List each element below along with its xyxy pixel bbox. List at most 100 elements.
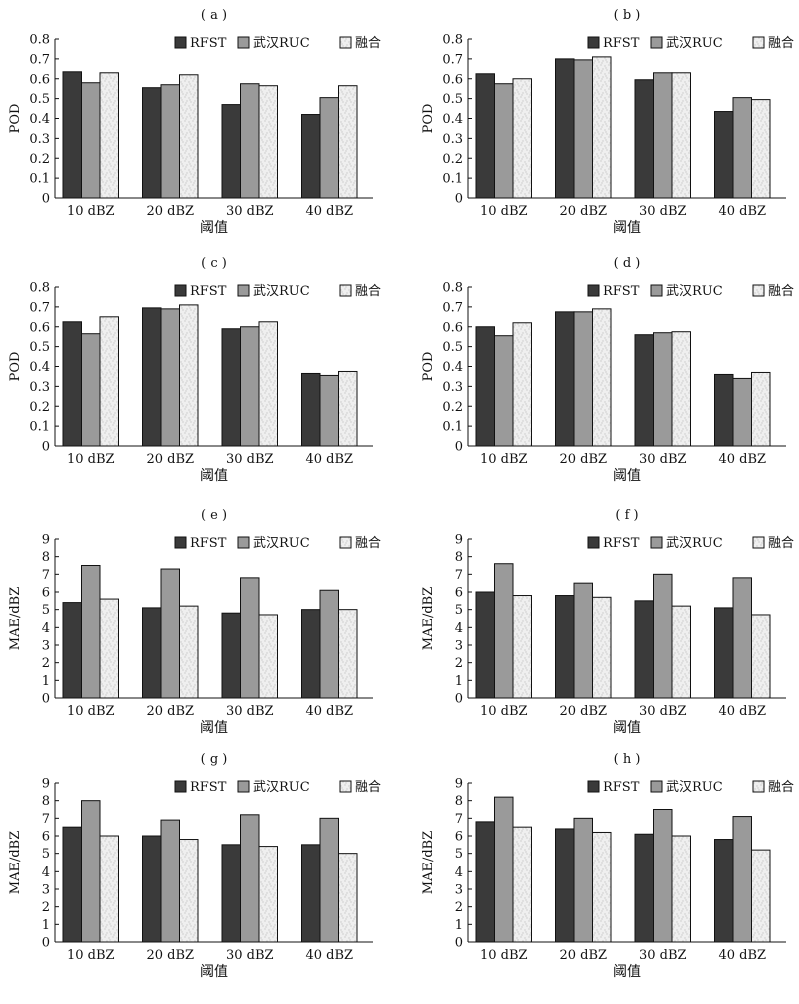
bar-fusion bbox=[258, 846, 278, 943]
y-tick-label: 0.1 bbox=[442, 420, 463, 435]
bar-rfst bbox=[475, 821, 495, 943]
y-tick-label: 0.4 bbox=[29, 360, 50, 375]
bar-rfst bbox=[301, 609, 321, 699]
x-tick-label: 40 dBZ bbox=[718, 948, 766, 963]
y-tick-label: 0.2 bbox=[442, 152, 463, 167]
y-axis-label: MAE/dBZ bbox=[8, 831, 23, 894]
y-tick-label: 0 bbox=[42, 936, 50, 951]
legend-label: 武汉RUC bbox=[666, 36, 723, 51]
bar-ruc bbox=[160, 568, 180, 699]
bar-rfst bbox=[142, 607, 162, 699]
y-tick-label: 1 bbox=[455, 674, 463, 689]
y-tick-label: 0.7 bbox=[29, 300, 50, 315]
y-tick-label: 0 bbox=[455, 192, 463, 207]
bar-rfst bbox=[634, 79, 654, 199]
y-tick-label: 6 bbox=[455, 586, 463, 601]
legend-swatch bbox=[587, 780, 600, 793]
y-tick-label: 6 bbox=[42, 586, 50, 601]
bar-fusion bbox=[512, 322, 532, 447]
bar-rfst bbox=[142, 87, 162, 199]
bar-ruc bbox=[81, 565, 101, 699]
y-tick-label: 0.3 bbox=[442, 380, 463, 395]
bar-fusion bbox=[338, 853, 358, 943]
legend-swatch bbox=[650, 36, 663, 49]
legend: RFST 武汉RUC 融合 bbox=[587, 536, 794, 551]
bar-rfst bbox=[142, 307, 162, 447]
legend-swatch bbox=[650, 536, 663, 549]
y-tick-label: 9 bbox=[455, 777, 463, 792]
x-tick-label: 30 dBZ bbox=[226, 704, 274, 719]
y-tick-label: 5 bbox=[42, 847, 50, 862]
bar-fusion bbox=[179, 74, 199, 199]
y-tick-label: 0.5 bbox=[442, 340, 463, 355]
panel-label: ( e ) bbox=[201, 508, 227, 523]
y-axis-label: POD bbox=[421, 104, 436, 134]
y-tick-label: 0.6 bbox=[29, 72, 50, 87]
x-tick-label: 20 dBZ bbox=[559, 704, 607, 719]
chart-panel-d: ( d ) 0 0.1 0.2 0.3 0.4 0.5 0.6 0.7 0.8 POD 10 dBZ 2… bbox=[421, 256, 794, 484]
x-tick-label: 30 dBZ bbox=[639, 704, 687, 719]
panel-label: ( c ) bbox=[201, 256, 227, 271]
x-tick-label: 40 dBZ bbox=[305, 204, 353, 219]
x-tick-label: 40 dBZ bbox=[718, 704, 766, 719]
y-tick-label: 0 bbox=[42, 440, 50, 455]
bar-ruc bbox=[653, 72, 673, 199]
legend-label: RFST bbox=[603, 780, 640, 795]
bar-ruc bbox=[653, 809, 673, 943]
bar-fusion bbox=[338, 85, 358, 199]
bar-ruc bbox=[494, 796, 514, 943]
y-tick-label: 0 bbox=[42, 692, 50, 707]
y-tick-label: 4 bbox=[42, 621, 50, 636]
x-tick-label: 30 dBZ bbox=[226, 204, 274, 219]
y-tick-label: 0.3 bbox=[29, 380, 50, 395]
bar-ruc bbox=[732, 377, 752, 447]
bar-rfst bbox=[62, 602, 82, 699]
bar-ruc bbox=[240, 326, 260, 447]
bar-rfst bbox=[62, 71, 82, 199]
legend-swatch bbox=[752, 536, 765, 549]
x-tick-label: 20 dBZ bbox=[146, 704, 194, 719]
y-tick-label: 6 bbox=[455, 830, 463, 845]
y-tick-label: 8 bbox=[455, 794, 463, 809]
legend-label: RFST bbox=[603, 536, 640, 551]
legend-label: 融合 bbox=[355, 536, 381, 551]
bar-ruc bbox=[160, 84, 180, 199]
x-tick-label: 20 dBZ bbox=[146, 452, 194, 467]
bar-rfst bbox=[714, 607, 734, 699]
bar-fusion bbox=[258, 85, 278, 199]
x-tick-label: 10 dBZ bbox=[67, 204, 115, 219]
y-tick-label: 0.5 bbox=[442, 92, 463, 107]
y-tick-label: 9 bbox=[42, 533, 50, 548]
chart-panel-e: ( e ) 0 1 2 3 4 5 6 7 8 9 MAE/dBZ 10 dBZ 20 dBZ 30 dBZ… bbox=[8, 508, 381, 736]
bar-ruc bbox=[573, 817, 593, 943]
x-tick-label: 20 dBZ bbox=[146, 204, 194, 219]
y-tick-label: 0.8 bbox=[442, 281, 463, 296]
bar-fusion bbox=[592, 308, 612, 447]
legend: RFST 武汉RUC 融合 bbox=[587, 36, 794, 51]
y-tick-label: 0.3 bbox=[29, 132, 50, 147]
y-tick-label: 2 bbox=[42, 656, 50, 671]
chart-panel-c: ( c ) 0 0.1 0.2 0.3 0.4 0.5 0.6 0.7 0.8 POD 10 dBZ 2… bbox=[8, 256, 381, 484]
x-axis-label: 阈值 bbox=[613, 720, 641, 736]
bar-ruc bbox=[319, 374, 339, 447]
y-axis-label: MAE/dBZ bbox=[421, 587, 436, 650]
legend-swatch bbox=[174, 780, 187, 793]
y-axis-label: POD bbox=[421, 352, 436, 382]
x-axis-label: 阈值 bbox=[200, 720, 228, 736]
bar-fusion bbox=[338, 609, 358, 699]
panel-label: ( a ) bbox=[201, 8, 227, 23]
legend-label: 武汉RUC bbox=[666, 536, 723, 551]
bar-fusion bbox=[179, 605, 199, 699]
bar-fusion bbox=[671, 72, 691, 199]
bar-ruc bbox=[653, 573, 673, 699]
legend-label: 融合 bbox=[768, 284, 794, 299]
bar-fusion bbox=[512, 78, 532, 199]
bar-fusion bbox=[99, 835, 119, 943]
legend-swatch bbox=[237, 536, 250, 549]
bar-rfst bbox=[475, 591, 495, 699]
legend-swatch bbox=[752, 36, 765, 49]
y-tick-label: 8 bbox=[455, 550, 463, 565]
y-tick-label: 0.4 bbox=[29, 112, 50, 127]
x-tick-label: 30 dBZ bbox=[639, 452, 687, 467]
y-tick-label: 8 bbox=[42, 550, 50, 565]
